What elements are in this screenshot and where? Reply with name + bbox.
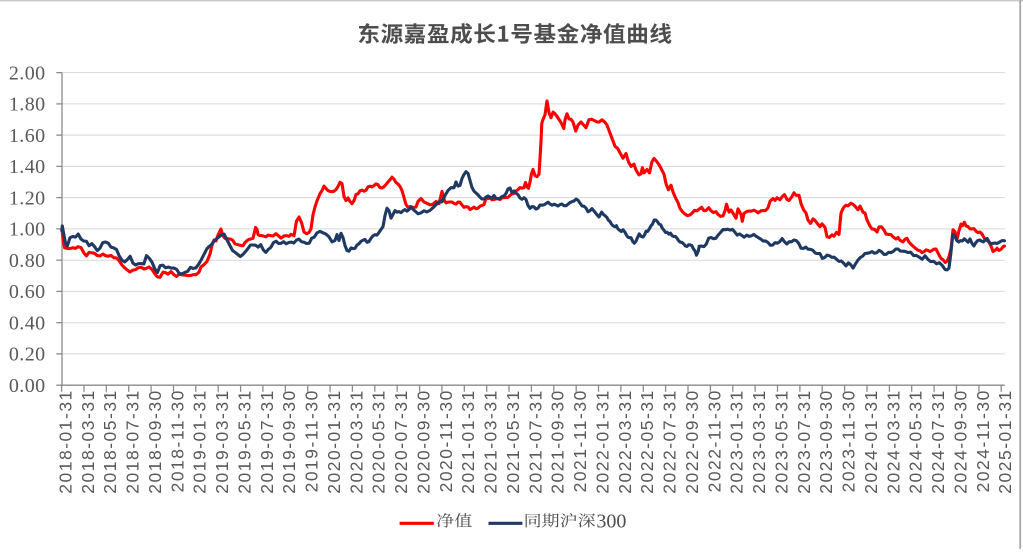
svg-text:2020-11-30: 2020-11-30: [436, 389, 456, 492]
svg-text:2024-11-30: 2024-11-30: [973, 389, 993, 492]
svg-text:0.00: 0.00: [9, 375, 46, 397]
svg-text:2019-11-30: 2019-11-30: [302, 389, 322, 492]
svg-text:2023-11-30: 2023-11-30: [839, 389, 859, 492]
svg-text:2023-03-31: 2023-03-31: [749, 389, 769, 494]
svg-text:2020-07-31: 2020-07-31: [391, 389, 411, 494]
svg-text:2023-07-31: 2023-07-31: [794, 389, 814, 494]
svg-text:2024-09-30: 2024-09-30: [950, 389, 970, 494]
svg-text:2019-09-30: 2019-09-30: [279, 389, 299, 494]
svg-text:2021-01-31: 2021-01-31: [458, 389, 478, 494]
svg-text:2021-11-30: 2021-11-30: [570, 389, 590, 492]
svg-text:2019-07-31: 2019-07-31: [257, 389, 277, 494]
svg-text:2.00: 2.00: [9, 62, 46, 84]
svg-text:2022-05-31: 2022-05-31: [637, 389, 657, 494]
svg-text:2018-11-30: 2018-11-30: [167, 389, 187, 492]
svg-text:2018-07-31: 2018-07-31: [123, 389, 143, 494]
svg-text:1.20: 1.20: [9, 187, 46, 209]
svg-text:2023-01-31: 2023-01-31: [727, 389, 747, 494]
svg-text:2022-09-30: 2022-09-30: [682, 389, 702, 494]
svg-text:2023-09-30: 2023-09-30: [816, 389, 836, 494]
svg-text:2019-01-31: 2019-01-31: [190, 389, 210, 494]
svg-text:2023-05-31: 2023-05-31: [771, 389, 791, 494]
svg-text:2020-03-31: 2020-03-31: [346, 389, 366, 494]
svg-text:2022-01-31: 2022-01-31: [592, 389, 612, 494]
svg-text:2022-03-31: 2022-03-31: [615, 389, 635, 494]
svg-text:2018-05-31: 2018-05-31: [100, 389, 120, 494]
svg-text:2022-07-31: 2022-07-31: [660, 389, 680, 494]
svg-text:2018-01-31: 2018-01-31: [56, 389, 76, 494]
svg-text:0.80: 0.80: [9, 250, 46, 272]
svg-text:2019-03-31: 2019-03-31: [212, 389, 232, 494]
svg-text:300: 300: [596, 510, 626, 532]
svg-text:2021-09-30: 2021-09-30: [548, 389, 568, 494]
svg-text:1.40: 1.40: [9, 156, 46, 178]
svg-text:2019-05-31: 2019-05-31: [235, 389, 255, 494]
svg-text:2020-01-31: 2020-01-31: [324, 389, 344, 494]
svg-text:0.60: 0.60: [9, 281, 46, 303]
svg-text:2021-05-31: 2021-05-31: [503, 389, 523, 494]
svg-text:2021-03-31: 2021-03-31: [481, 389, 501, 494]
svg-text:0.40: 0.40: [9, 312, 46, 334]
svg-text:2024-07-31: 2024-07-31: [928, 389, 948, 494]
svg-text:2020-09-30: 2020-09-30: [414, 389, 434, 494]
svg-text:2018-09-30: 2018-09-30: [145, 389, 165, 494]
svg-text:1.00: 1.00: [9, 219, 46, 241]
svg-text:2018-03-31: 2018-03-31: [78, 389, 98, 494]
svg-text:2024-05-31: 2024-05-31: [906, 389, 926, 494]
svg-text:2022-11-30: 2022-11-30: [704, 389, 724, 492]
svg-text:2024-01-31: 2024-01-31: [861, 389, 881, 494]
svg-text:1.80: 1.80: [9, 94, 46, 116]
svg-text:1.60: 1.60: [9, 125, 46, 147]
svg-text:2024-03-31: 2024-03-31: [883, 389, 903, 494]
svg-text:2025-01-31: 2025-01-31: [995, 389, 1015, 494]
svg-text:2020-05-31: 2020-05-31: [369, 389, 389, 494]
svg-text:0.20: 0.20: [9, 344, 46, 366]
svg-text:2021-07-31: 2021-07-31: [525, 389, 545, 494]
